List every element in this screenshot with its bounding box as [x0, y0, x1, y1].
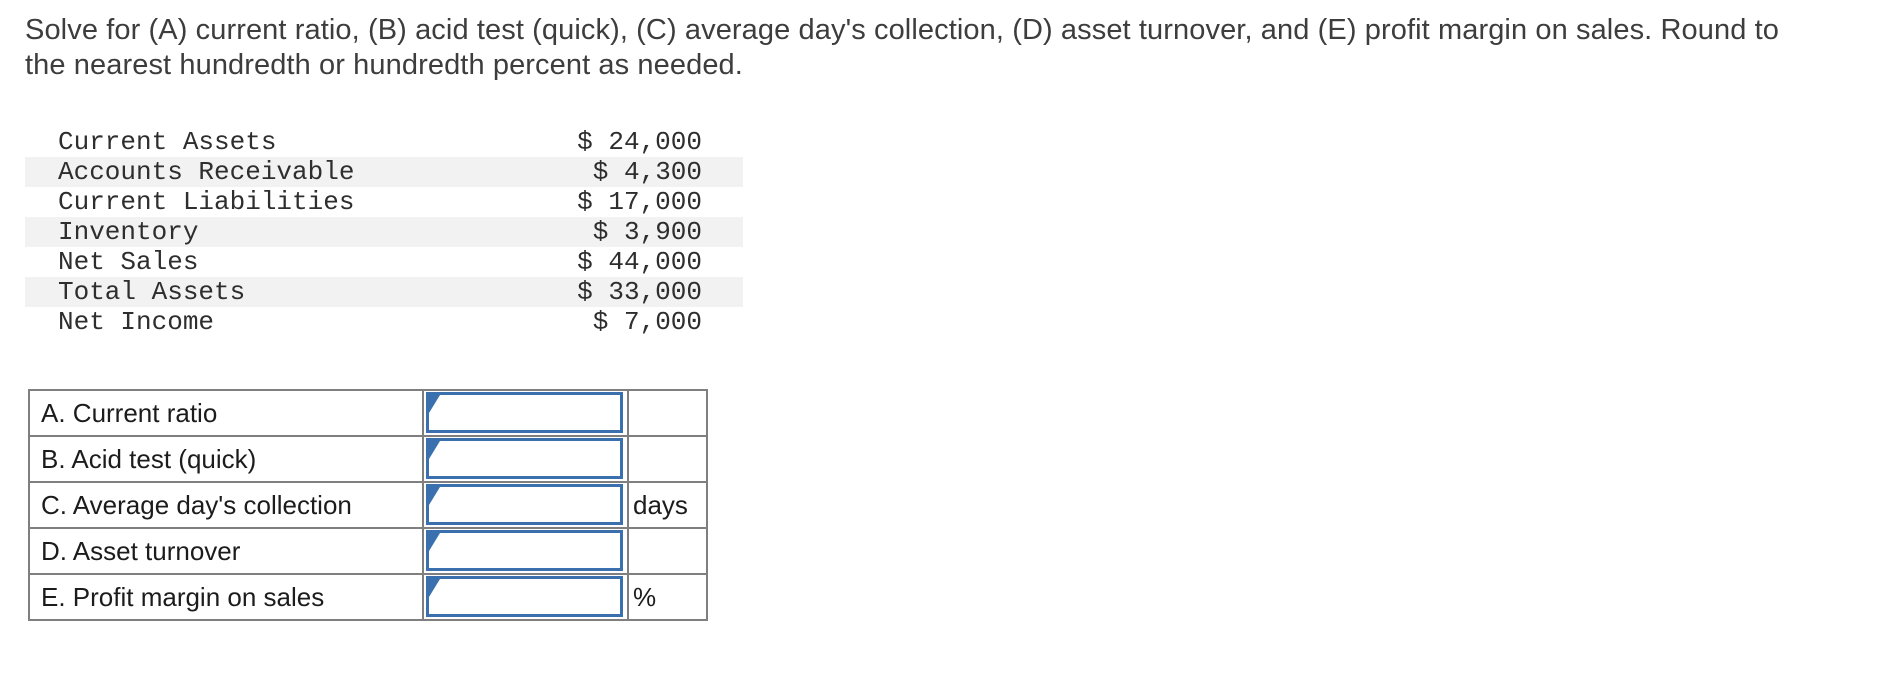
answer-input-value	[443, 441, 616, 476]
financial-row-accounts-receivable: Accounts Receivable $ 4,300	[25, 157, 743, 187]
financial-label: Current Assets	[58, 127, 277, 157]
unanswered-flag-icon	[429, 579, 440, 597]
financial-row-inventory: Inventory $ 3,900	[25, 217, 743, 247]
answer-label-profit-margin: E. Profit margin on sales	[28, 573, 424, 621]
answer-input-average-days-collection[interactable]	[426, 484, 623, 525]
financial-value: $ 4,300	[592, 157, 702, 187]
answer-unit-cell	[627, 435, 708, 483]
answer-unit-cell	[627, 389, 708, 437]
answer-label-current-ratio: A. Current ratio	[28, 389, 424, 437]
problem-statement-line2: the nearest hundredth or hundredth perce…	[25, 49, 743, 81]
answer-input-value	[443, 579, 616, 614]
answer-row-a: A. Current ratio	[28, 389, 708, 437]
financial-value: $ 33,000	[577, 277, 702, 307]
financial-label: Current Liabilities	[58, 187, 355, 217]
financial-label: Total Assets	[58, 277, 246, 307]
financial-row-net-sales: Net Sales $ 44,000	[25, 247, 743, 277]
problem-statement-line1: Solve for (A) current ratio, (B) acid te…	[25, 14, 1779, 46]
financial-value: $ 3,900	[592, 217, 702, 247]
answer-label-asset-turnover: D. Asset turnover	[28, 527, 424, 575]
answer-label-acid-test: B. Acid test (quick)	[28, 435, 424, 483]
answer-input-asset-turnover[interactable]	[426, 530, 623, 571]
answer-unit-days: days	[627, 481, 708, 529]
answer-input-value	[443, 533, 616, 568]
financial-label: Net Sales	[58, 247, 199, 277]
answer-input-profit-margin[interactable]	[426, 576, 623, 617]
answer-input-value	[443, 395, 616, 430]
unanswered-flag-icon	[429, 441, 440, 459]
financial-value: $ 24,000	[577, 127, 702, 157]
financial-label: Inventory	[58, 217, 199, 247]
problem-statement: Solve for (A) current ratio, (B) acid te…	[25, 13, 1887, 83]
financial-value: $ 7,000	[592, 307, 702, 337]
answer-row-d: D. Asset turnover	[28, 527, 708, 575]
answer-table: A. Current ratio B. Acid test (quick) C.…	[28, 389, 708, 621]
answer-label-average-days-collection: C. Average day's collection	[28, 481, 424, 529]
financial-value: $ 44,000	[577, 247, 702, 277]
answer-row-c: C. Average day's collection days	[28, 481, 708, 529]
financial-row-current-liabilities: Current Liabilities $ 17,000	[25, 187, 743, 217]
financial-label: Accounts Receivable	[58, 157, 355, 187]
financial-label: Net Income	[58, 307, 215, 337]
answer-input-current-ratio[interactable]	[426, 392, 623, 433]
answer-unit-percent: %	[627, 573, 708, 621]
financial-row-net-income: Net Income $ 7,000	[25, 307, 743, 337]
answer-input-acid-test[interactable]	[426, 438, 623, 479]
answer-unit-cell	[627, 527, 708, 575]
financial-row-total-assets: Total Assets $ 33,000	[25, 277, 743, 307]
answer-input-value	[443, 487, 616, 522]
financial-row-current-assets: Current Assets $ 24,000	[25, 127, 743, 157]
financial-data-table: Current Assets $ 24,000 Accounts Receiva…	[25, 127, 743, 337]
answer-row-b: B. Acid test (quick)	[28, 435, 708, 483]
unanswered-flag-icon	[429, 487, 440, 505]
answer-row-e: E. Profit margin on sales %	[28, 573, 708, 621]
financial-value: $ 17,000	[577, 187, 702, 217]
unanswered-flag-icon	[429, 533, 440, 551]
unanswered-flag-icon	[429, 395, 440, 413]
